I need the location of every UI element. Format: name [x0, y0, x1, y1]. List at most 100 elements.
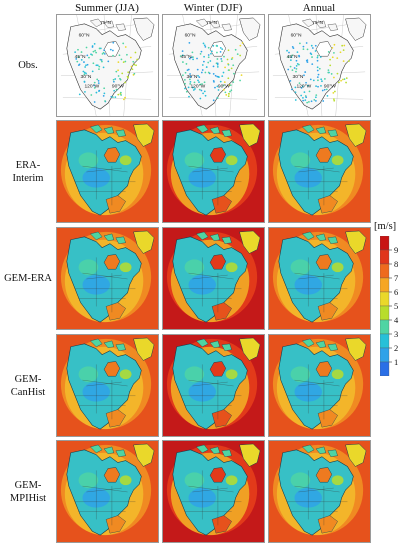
station-point [214, 86, 216, 89]
station-point [107, 60, 110, 63]
labrador-patch [331, 155, 344, 166]
station-point [90, 94, 93, 96]
station-point [199, 83, 202, 86]
station-point [294, 99, 297, 101]
station-point [227, 77, 230, 80]
greenland [133, 230, 155, 254]
state-borders [180, 150, 242, 206]
greenland [345, 337, 367, 361]
greenland [133, 443, 155, 467]
station-point [197, 79, 199, 82]
station-point [223, 81, 226, 83]
station-point [229, 84, 232, 86]
station-point [341, 44, 344, 47]
station-point [85, 46, 88, 49]
station-point [308, 90, 311, 93]
lat-label: 75°N [312, 20, 323, 26]
station-point [93, 86, 96, 89]
station-point [127, 76, 129, 79]
station-point [209, 60, 212, 62]
station-point [124, 60, 127, 63]
station-point [98, 47, 101, 50]
station-point [126, 53, 128, 56]
station-point [219, 50, 222, 53]
colorbar-tick-label: 8 [394, 259, 398, 269]
map-plot [57, 441, 158, 542]
colorbar-segment [380, 319, 390, 335]
station-point [332, 91, 335, 94]
arctic-island [103, 20, 115, 28]
station-point [295, 59, 298, 62]
station-point [345, 77, 348, 80]
station-point [80, 51, 83, 53]
station-point [196, 57, 198, 60]
station-point [232, 81, 235, 84]
station-point [302, 48, 305, 51]
station-point [289, 59, 292, 61]
station-point [135, 64, 137, 67]
station-point [204, 45, 207, 48]
station-point [294, 86, 297, 89]
map-panel [162, 227, 265, 330]
labrador-patch [119, 262, 132, 273]
station-point [82, 70, 85, 73]
station-point [102, 66, 105, 69]
station-point [318, 67, 321, 70]
station-point [228, 84, 231, 86]
station-point [197, 74, 199, 77]
row-label-line: Obs. [18, 60, 38, 71]
map-plot [57, 121, 158, 222]
station-point [74, 51, 77, 54]
lat-label: 45°N [287, 54, 298, 60]
labrador-patch [225, 155, 238, 166]
station-point [95, 64, 98, 67]
map-panel: 75°N 60°N 45°N 30°N 120°W 90°W [268, 14, 371, 117]
colorbar-segment [380, 333, 390, 349]
station-point [340, 79, 342, 82]
station-point [300, 86, 303, 89]
gulf-of-mexico [211, 195, 232, 214]
map-panel [162, 440, 265, 543]
map-plot [163, 121, 264, 222]
station-point [302, 96, 304, 99]
station-point [230, 89, 233, 92]
station-point [203, 60, 205, 63]
arctic-island [89, 18, 103, 28]
station-point [78, 93, 81, 96]
column-title-3: Annual [302, 2, 336, 14]
arctic-island [195, 231, 209, 241]
map-panel [162, 120, 265, 223]
station-point [232, 64, 235, 67]
state-borders [74, 257, 136, 313]
colorbar-segment [380, 361, 390, 376]
station-point [306, 101, 309, 104]
hudson-bay [315, 361, 333, 377]
station-point [199, 52, 202, 55]
station-point [325, 88, 328, 91]
station-point [112, 41, 115, 44]
colorbar-segment [380, 263, 390, 279]
arctic-island [89, 444, 103, 454]
station-point [306, 48, 309, 51]
station-point [309, 78, 312, 81]
station-point [115, 70, 118, 73]
station-point [181, 54, 184, 57]
station-point [304, 99, 307, 101]
station-point [96, 64, 99, 67]
station-point [114, 96, 117, 99]
hudson-bay [209, 467, 227, 483]
station-point [216, 97, 219, 99]
station-point [299, 42, 301, 45]
station-point [226, 58, 229, 61]
station-point [327, 71, 330, 74]
arctic-island [315, 446, 327, 454]
station-point [103, 92, 106, 95]
station-point [314, 44, 317, 47]
station-point [188, 95, 190, 98]
station-point [203, 81, 206, 84]
station-point [188, 41, 191, 44]
colorbar: 9 8 7 6 5 4 3 2 1 [380, 236, 399, 376]
arctic-island [103, 340, 115, 348]
station-point [129, 56, 132, 59]
row-label-5: GEM- MPIHist [0, 479, 56, 505]
